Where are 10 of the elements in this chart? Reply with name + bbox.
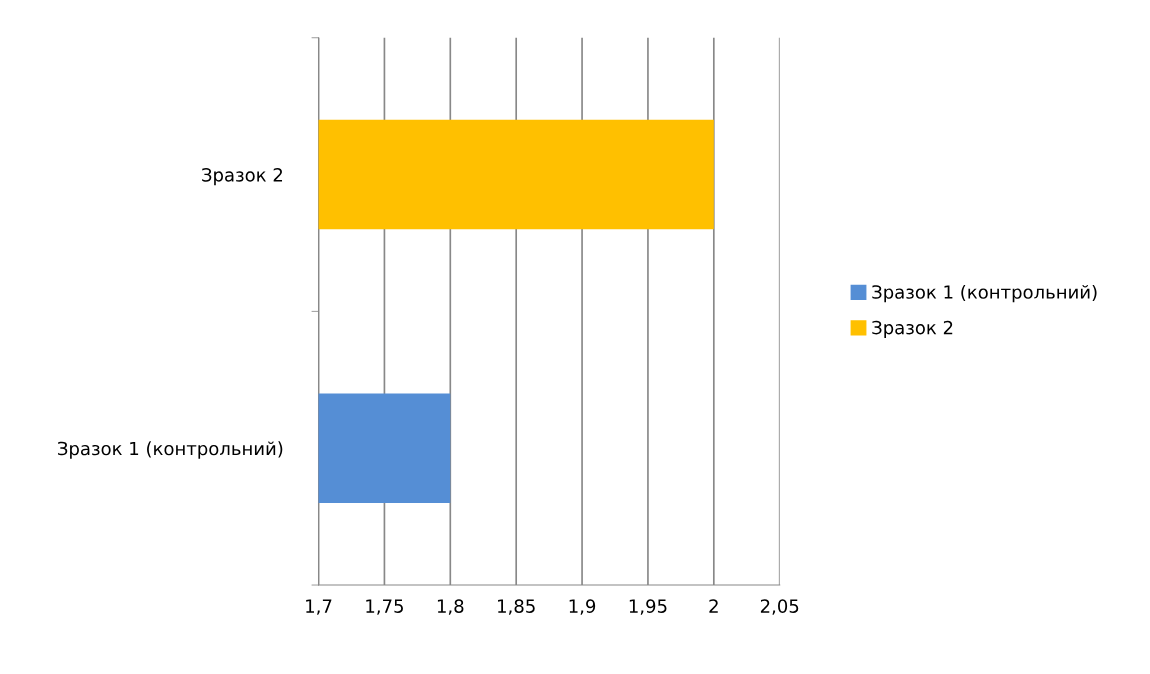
legend-label: Зразок 2 [872, 320, 953, 338]
x-tick-label: 1,75 [366, 599, 403, 615]
x-tick-label: 1,85 [498, 599, 535, 615]
x-tick-label: 1,8 [437, 599, 464, 615]
x-tick-label: 1,9 [569, 599, 596, 615]
legend-label: Зразок 1 (контрольний) [872, 284, 1097, 303]
x-tick-label: 2 [709, 599, 718, 613]
x-tick-label: 1,95 [629, 599, 667, 615]
x-tick-label: 1,7 [306, 599, 332, 615]
x-tick-label: 2,05 [760, 599, 799, 615]
